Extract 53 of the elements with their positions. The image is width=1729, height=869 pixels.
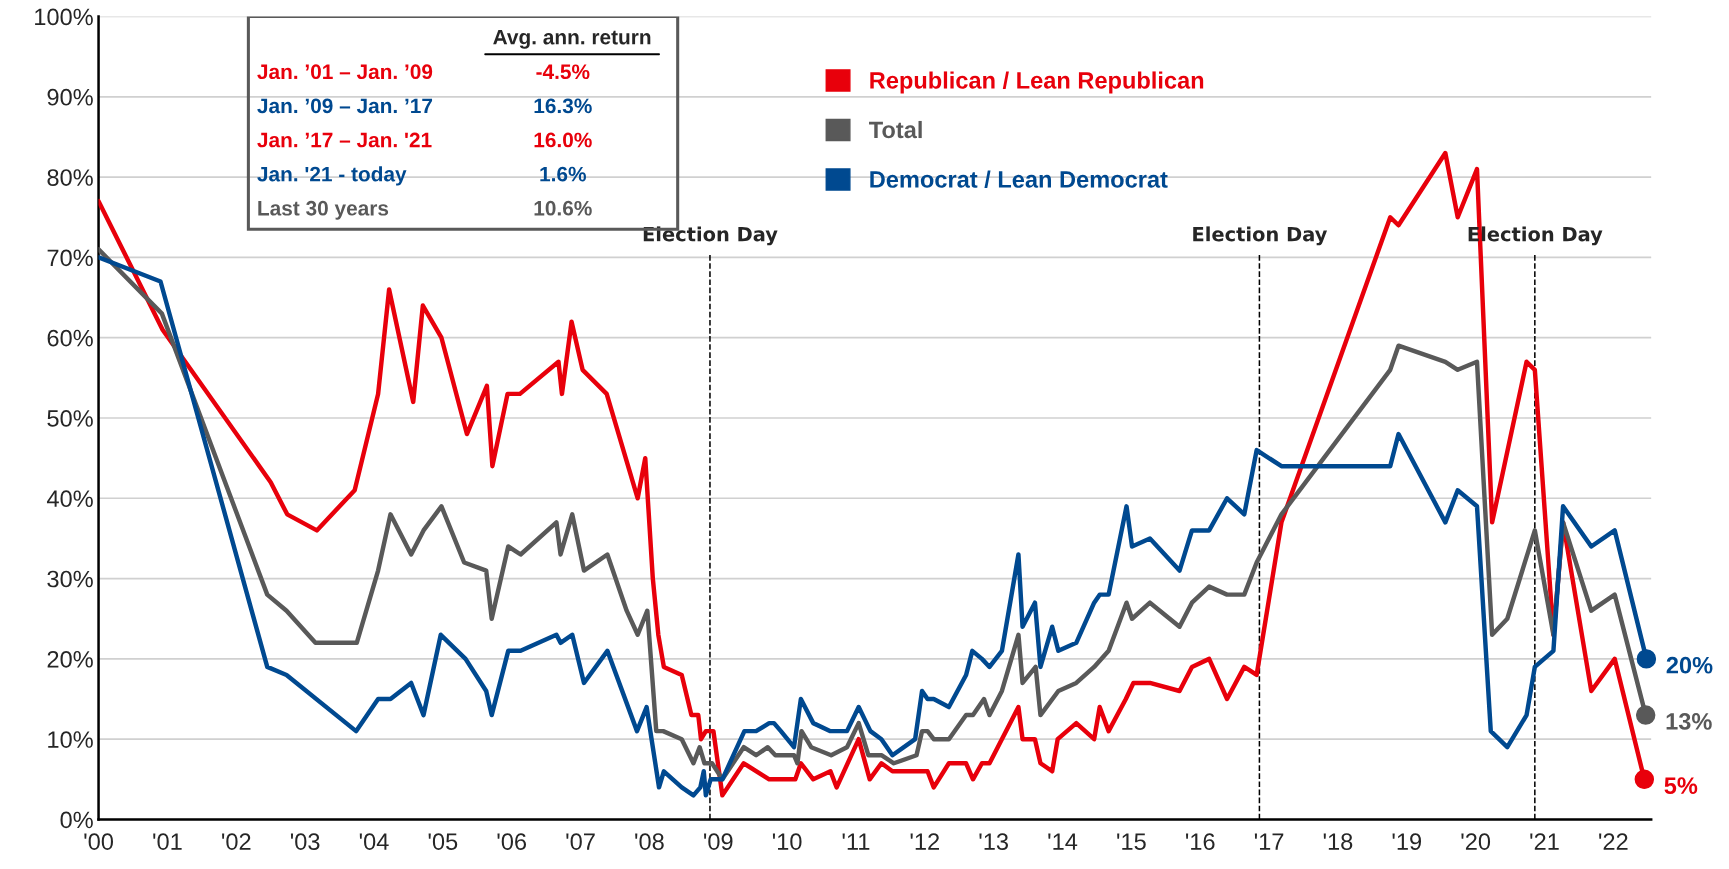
annotation: Jan. ’01 – Jan. ’09: [257, 64, 433, 80]
x-tick-label: '13: [979, 833, 1008, 850]
x-tick-label: '14: [1048, 833, 1078, 850]
annotation: Jan. ’17 – Jan. '21: [257, 132, 432, 148]
annotation: Avg. ann. return: [493, 29, 651, 49]
legend-label: Republican / Lean Republican: [870, 71, 1204, 94]
annotation: 10.6%: [534, 200, 592, 216]
legend-label: Democrat / Lean Democrat: [870, 170, 1168, 189]
y-tick-label: 50%: [47, 410, 93, 427]
x-tick-label: '15: [1117, 833, 1146, 850]
y-tick-label: 10%: [48, 731, 93, 748]
x-tick-label: '21: [1530, 833, 1559, 850]
y-tick-label: 100%: [35, 8, 93, 26]
x-tick-label: '11: [842, 833, 870, 850]
data-label: 5%: [1664, 777, 1698, 794]
x-tick-label: '16: [1186, 833, 1215, 850]
y-tick-label: 20%: [47, 650, 93, 668]
annotation: 16.3%: [534, 98, 592, 114]
annotation: 1.6%: [540, 166, 586, 182]
x-tick-label: '17: [1254, 833, 1284, 850]
x-tick-label: '08: [635, 833, 664, 850]
y-tick-label: 40%: [46, 490, 93, 508]
data-label: 20%: [1666, 656, 1713, 674]
x-tick-label: '07: [566, 833, 595, 850]
ref-line-label: Election Day: [643, 226, 778, 246]
y-tick-label: 70%: [47, 249, 93, 267]
y-tick-label: 60%: [47, 329, 93, 347]
x-tick-label: '00: [84, 833, 114, 850]
annotation: Jan. ’09 – Jan. ’17: [257, 98, 433, 114]
x-tick-label: '05: [428, 833, 458, 850]
y-tick-label: 30%: [47, 570, 93, 588]
x-tick-label: '10: [772, 833, 802, 850]
x-tick-label: '02: [222, 833, 251, 850]
x-tick-label: '04: [359, 833, 389, 850]
x-tick-label: '19: [1392, 833, 1422, 850]
x-tick-label: '09: [704, 833, 733, 850]
x-tick-label: '12: [910, 833, 939, 850]
ref-line-label: Election Day: [1193, 226, 1328, 246]
y-tick-label: 90%: [47, 88, 93, 106]
x-tick-label: '22: [1599, 833, 1628, 850]
annotation: -4.5%: [536, 64, 590, 80]
annotation: Jan. '21 - today: [257, 166, 407, 186]
x-tick-label: '06: [497, 833, 527, 850]
y-tick-label: 80%: [47, 169, 93, 186]
x-tick-label: '01: [153, 833, 182, 850]
data-label: 13%: [1666, 713, 1712, 730]
x-tick-label: '18: [1323, 833, 1353, 850]
annotation: Last 30 years: [258, 200, 389, 220]
annotation: 16.0%: [534, 132, 592, 148]
x-tick-label: '20: [1461, 833, 1491, 850]
x-tick-label: '03: [290, 833, 320, 850]
y-tick-label: 0%: [60, 811, 93, 829]
legend-label: Total: [869, 120, 922, 139]
